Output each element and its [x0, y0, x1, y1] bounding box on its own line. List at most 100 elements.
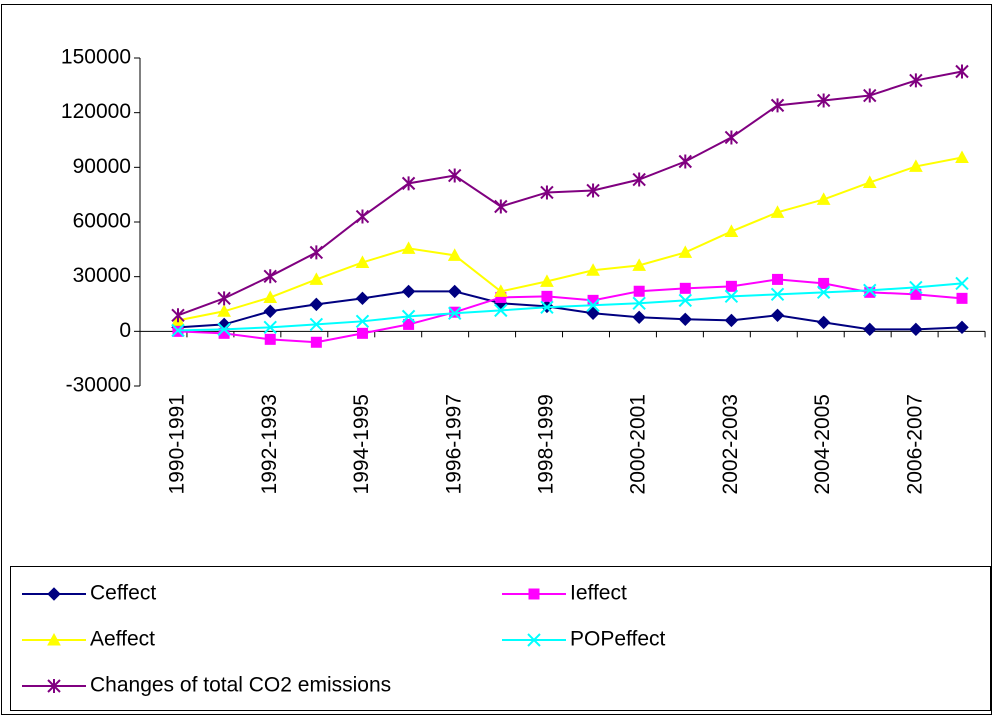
marker: [955, 320, 969, 335]
marker-shape: [47, 587, 61, 601]
legend-box: [10, 566, 991, 711]
marker: [447, 248, 462, 261]
marker-shape: [309, 245, 324, 260]
marker: [816, 192, 831, 205]
marker-shape: [770, 287, 785, 302]
marker: [355, 291, 370, 306]
x-tick-label: 1996-1997: [442, 394, 465, 494]
marker: [678, 154, 693, 169]
marker: [355, 209, 370, 224]
marker: [678, 293, 693, 308]
marker: [586, 183, 600, 198]
marker-shape: [217, 304, 231, 317]
marker-shape: [770, 205, 785, 218]
marker-shape: [678, 245, 693, 258]
x-tick-label: 2004-2005: [811, 394, 834, 494]
marker: [401, 284, 416, 299]
y-tick-label: 90000: [73, 155, 131, 178]
marker: [724, 313, 739, 328]
marker-shape: [632, 172, 646, 187]
marker: [217, 304, 231, 317]
marker-shape: [586, 183, 600, 198]
marker: [586, 306, 600, 321]
marker: [355, 255, 370, 268]
marker-shape: [494, 199, 508, 214]
marker-shape: [527, 633, 541, 647]
marker-shape: [724, 130, 739, 145]
marker-shape: [586, 306, 600, 321]
marker-shape: [447, 168, 462, 183]
marker: [171, 308, 185, 323]
marker: [632, 258, 647, 271]
x-tick-label: 1992-1993: [258, 394, 281, 494]
legend-label: POPeffect: [570, 628, 665, 651]
marker-shape: [909, 159, 923, 172]
marker: [863, 283, 877, 298]
marker: [724, 224, 739, 237]
marker: [724, 130, 739, 145]
marker-shape: [263, 290, 278, 303]
marker: [541, 290, 553, 302]
marker-shape: [863, 322, 877, 337]
marker: [632, 310, 646, 325]
marker: [772, 273, 784, 285]
marker: [309, 297, 324, 312]
marker-shape: [47, 632, 61, 646]
marker: [770, 98, 785, 113]
marker-shape: [909, 280, 923, 295]
marker-shape: [171, 308, 185, 323]
legend-marker: [47, 679, 61, 693]
marker-shape: [586, 263, 600, 276]
marker: [862, 175, 877, 188]
marker: [909, 322, 923, 337]
x-tick-label: 2006-2007: [903, 394, 926, 494]
legend-marker: [527, 633, 541, 647]
marker: [816, 93, 831, 108]
marker-shape: [955, 276, 969, 291]
y-tick-label: 150000: [61, 46, 131, 69]
marker-shape: [772, 273, 784, 285]
marker-shape: [679, 282, 691, 294]
marker: [587, 294, 599, 306]
marker-shape: [910, 288, 922, 300]
marker: [264, 333, 276, 345]
marker: [401, 176, 416, 191]
marker-shape: [770, 308, 785, 323]
series-line: [177, 156, 963, 322]
marker-shape: [632, 258, 647, 271]
marker-shape: [217, 322, 231, 337]
marker: [909, 159, 923, 172]
y-tick-label: 30000: [73, 264, 131, 287]
marker-shape: [309, 297, 324, 312]
marker-shape: [355, 291, 370, 306]
marker: [955, 150, 969, 163]
marker-shape: [724, 289, 739, 304]
marker-shape: [955, 64, 969, 79]
y-tick-label: 120000: [61, 100, 131, 123]
marker-shape: [862, 175, 877, 188]
marker-shape: [724, 313, 739, 328]
marker-shape: [263, 269, 277, 284]
marker: [678, 245, 693, 258]
marker: [956, 292, 968, 304]
marker-shape: [355, 255, 370, 268]
marker: [447, 284, 462, 299]
marker: [725, 280, 737, 292]
marker-shape: [587, 294, 599, 306]
marker: [909, 280, 923, 295]
marker-shape: [309, 317, 324, 332]
marker-shape: [47, 679, 61, 693]
marker: [864, 286, 876, 298]
marker-shape: [816, 192, 831, 205]
marker-shape: [909, 73, 923, 88]
marker: [818, 277, 830, 289]
marker-shape: [264, 333, 276, 345]
marker-shape: [955, 150, 969, 163]
marker-shape: [541, 290, 553, 302]
marker: [310, 336, 322, 348]
marker: [770, 308, 785, 323]
marker-shape: [447, 306, 462, 321]
legend-label: Ceffect: [90, 582, 156, 605]
marker: [403, 318, 415, 330]
